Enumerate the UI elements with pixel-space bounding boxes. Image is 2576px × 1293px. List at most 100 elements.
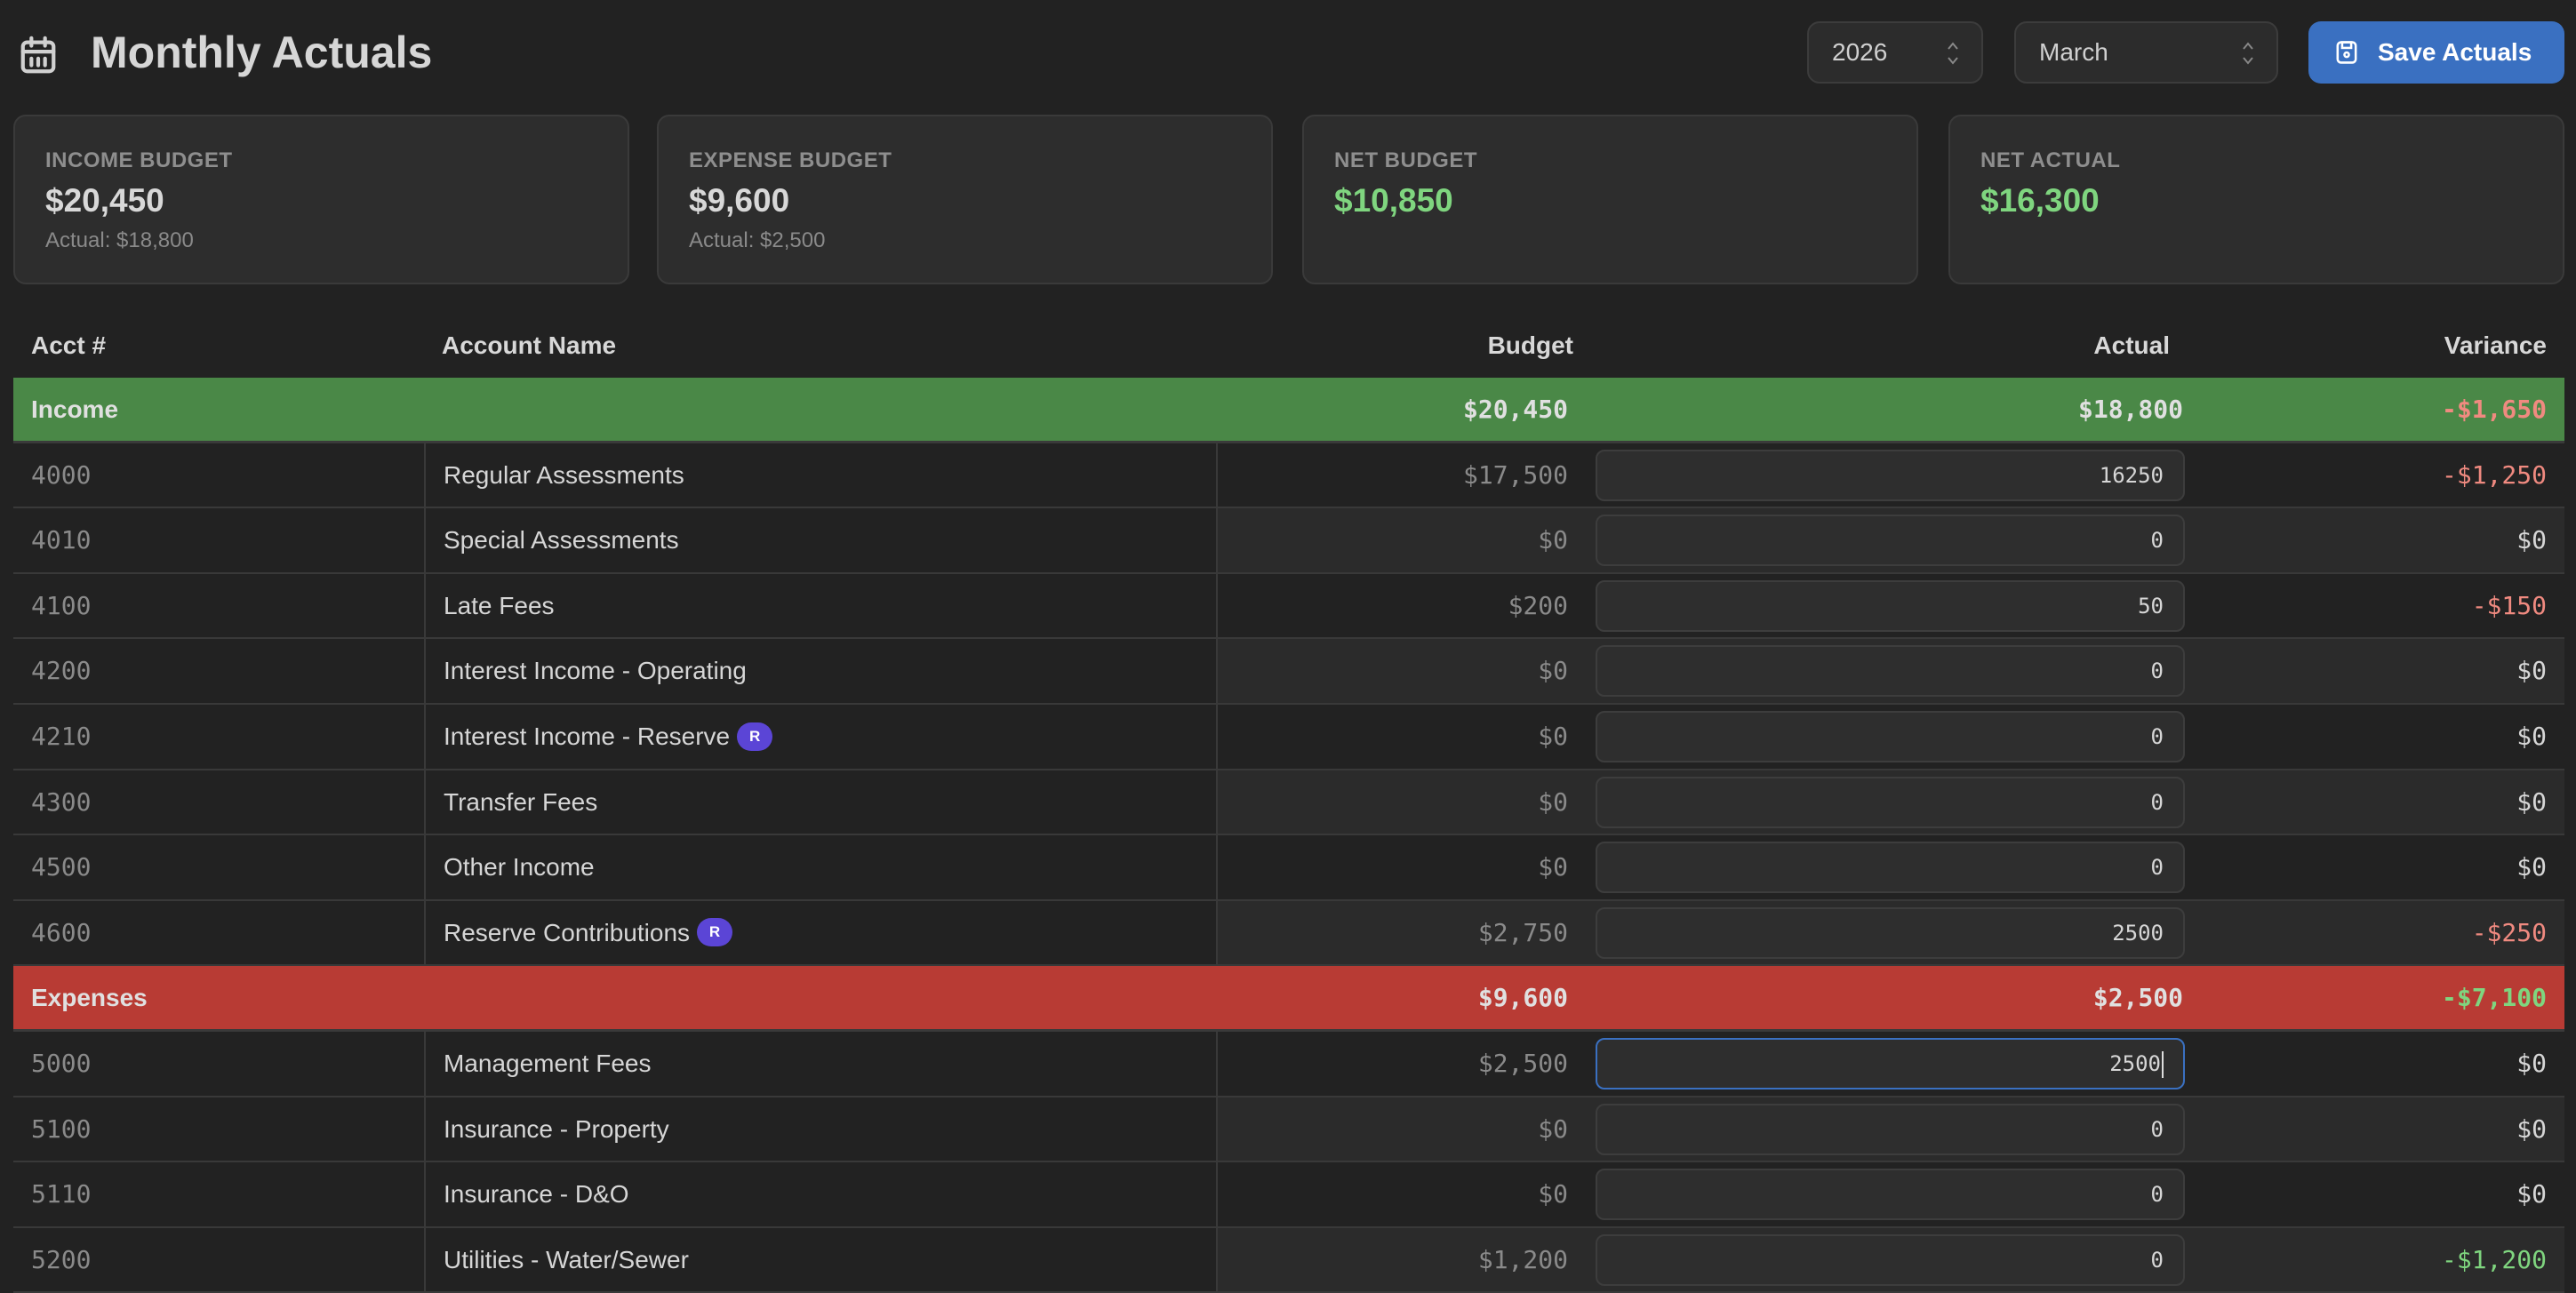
budget-value: $0 <box>1216 639 1586 703</box>
card-label: INCOME BUDGET <box>45 148 233 172</box>
save-label: Save Actuals <box>2378 38 2532 66</box>
month-value: March <box>2039 38 2108 66</box>
year-select[interactable]: 2026 <box>1807 21 1983 84</box>
actual-cell: 0 <box>1586 770 2198 834</box>
column-header-name[interactable]: Account Name <box>442 331 617 359</box>
group-label: Expenses <box>31 984 148 1012</box>
actual-cell: 0 <box>1586 1227 2198 1292</box>
group-variance: -$1,650 <box>2441 395 2547 424</box>
variance-value: -$1,250 <box>2441 459 2547 490</box>
column-header-variance[interactable]: Variance <box>2444 331 2547 359</box>
actual-input[interactable]: 0 <box>1596 515 2185 567</box>
expense-group-row: Expenses $9,600 $2,500 -$7,100 <box>13 966 2564 1032</box>
actual-input[interactable]: 2500 <box>1596 1037 2185 1089</box>
actual-input[interactable]: 0 <box>1596 645 2185 698</box>
account-name: Other Income <box>444 853 595 882</box>
actual-cell: 0 <box>1586 705 2198 769</box>
account-name-cell: Interest Income - Operating <box>424 639 1216 703</box>
chevron-up-down-icon <box>2243 42 2253 65</box>
account-name: Special Assessments <box>444 526 679 555</box>
group-actual: $2,500 <box>2092 983 2183 1013</box>
actual-cell: 2500 <box>1586 900 2198 965</box>
account-name-cell: Utilities - Water/Sewer <box>424 1227 1216 1292</box>
actual-input[interactable]: 0 <box>1596 710 2185 762</box>
account-number: 4100 <box>31 590 92 620</box>
account-name-cell: Transfer Fees <box>424 770 1216 834</box>
table-row: 5200 Utilities - Water/Sewer $1,200 0 -$1,20… <box>13 1227 2564 1293</box>
budget-value: $0 <box>1216 1097 1586 1161</box>
actual-input[interactable]: 0 <box>1596 1233 2185 1286</box>
actual-input[interactable]: 0 <box>1596 1169 2185 1221</box>
account-name: Interest Income - Reserve <box>444 722 731 750</box>
actual-input[interactable]: 0 <box>1596 1103 2185 1155</box>
actual-cell: 2500 <box>1586 1032 2198 1096</box>
variance-value: $0 <box>2516 721 2547 751</box>
actual-input[interactable]: 16250 <box>1596 449 2185 501</box>
account-name: Regular Assessments <box>444 460 684 489</box>
card-value: $20,450 <box>45 182 164 219</box>
account-number: 4210 <box>31 721 92 751</box>
account-name: Interest Income - Operating <box>444 657 747 685</box>
group-actual: $18,800 <box>2077 395 2183 424</box>
account-name-cell: Other Income <box>424 835 1216 899</box>
page-title: Monthly Actuals <box>91 28 433 77</box>
account-name-cell: Management Fees <box>424 1031 1216 1096</box>
card-value: $10,850 <box>1334 182 1453 219</box>
account-name: Management Fees <box>444 1049 652 1077</box>
budget-value: $0 <box>1216 1162 1586 1226</box>
actual-input[interactable]: 2500 <box>1596 906 2185 959</box>
table-row: 4200 Interest Income - Operating $0 0 $0 <box>13 639 2564 705</box>
budget-value: $0 <box>1216 508 1586 572</box>
actual-cell: 0 <box>1586 639 2198 703</box>
expense-budget-card: EXPENSE BUDGET $9,600 Actual: $2,500 <box>657 115 1273 284</box>
account-number: 5100 <box>31 1113 92 1144</box>
budget-value: $17,500 <box>1216 443 1586 507</box>
budget-value: $200 <box>1216 573 1586 638</box>
actual-cell: 0 <box>1586 1162 2198 1226</box>
card-label: NET BUDGET <box>1334 148 1477 172</box>
variance-value: -$250 <box>2198 900 2564 965</box>
account-name: Insurance - D&O <box>444 1180 629 1209</box>
actual-input[interactable]: 0 <box>1596 842 2185 894</box>
account-name-cell: Reserve Contributions R <box>424 900 1216 965</box>
income-budget-card: INCOME BUDGET $20,450 Actual: $18,800 <box>13 115 629 284</box>
group-budget: $9,600 <box>1477 983 1568 1013</box>
group-budget: $20,450 <box>1462 395 1568 424</box>
account-name: Transfer Fees <box>444 787 598 816</box>
month-select[interactable]: March <box>2014 21 2278 84</box>
account-name: Reserve Contributions <box>444 918 691 946</box>
account-name: Utilities - Water/Sewer <box>444 1245 689 1273</box>
account-number: 5200 <box>31 1244 92 1274</box>
budget-value: $2,500 <box>1216 1031 1586 1096</box>
variance-value: -$1,200 <box>2198 1227 2564 1292</box>
card-label: NET ACTUAL <box>1980 148 2121 172</box>
account-name: Late Fees <box>444 591 555 619</box>
table-row: 4010 Special Assessments $0 0 $0 <box>13 508 2564 574</box>
actual-input[interactable]: 50 <box>1596 579 2185 632</box>
actual-cell: 0 <box>1586 835 2198 899</box>
account-number: 4600 <box>31 917 92 947</box>
year-value: 2026 <box>1832 38 1888 66</box>
table-row: 4000 Regular Assessments $17,500 16250 -$1,2… <box>13 443 2564 509</box>
account-number: 4000 <box>31 459 92 490</box>
table-header: Acct # Account Name Budget Actual Varian… <box>13 317 2564 378</box>
table-row: 5100 Insurance - Property $0 0 $0 <box>13 1097 2564 1163</box>
group-label: Income <box>31 395 119 423</box>
card-value: $16,300 <box>1980 182 2100 219</box>
calendar-icon <box>20 36 56 74</box>
account-name: Insurance - Property <box>444 1114 669 1143</box>
table-row: 4210 Interest Income - Reserve R $0 0 $0 <box>13 704 2564 770</box>
actuals-table-body: Income $20,450 $18,800 -$1,650 4000 Regular A… <box>13 378 2564 1293</box>
column-header-acct[interactable]: Acct # <box>31 331 107 359</box>
account-number: 5000 <box>31 1048 92 1078</box>
column-header-budget[interactable]: Budget <box>1487 331 1573 359</box>
variance-value: $0 <box>2198 508 2564 572</box>
table-row: 4600 Reserve Contributions R $2,750 2500 -$25… <box>13 900 2564 967</box>
variance-value: $0 <box>2198 770 2564 834</box>
actual-input[interactable]: 0 <box>1596 776 2185 828</box>
save-actuals-button[interactable]: Save Actuals <box>2308 21 2564 84</box>
account-name-cell: Special Assessments <box>424 508 1216 572</box>
account-name-cell: Interest Income - Reserve R <box>424 704 1216 769</box>
card-subtext: Actual: $2,500 <box>689 228 826 252</box>
column-header-actual[interactable]: Actual <box>2093 331 2170 359</box>
